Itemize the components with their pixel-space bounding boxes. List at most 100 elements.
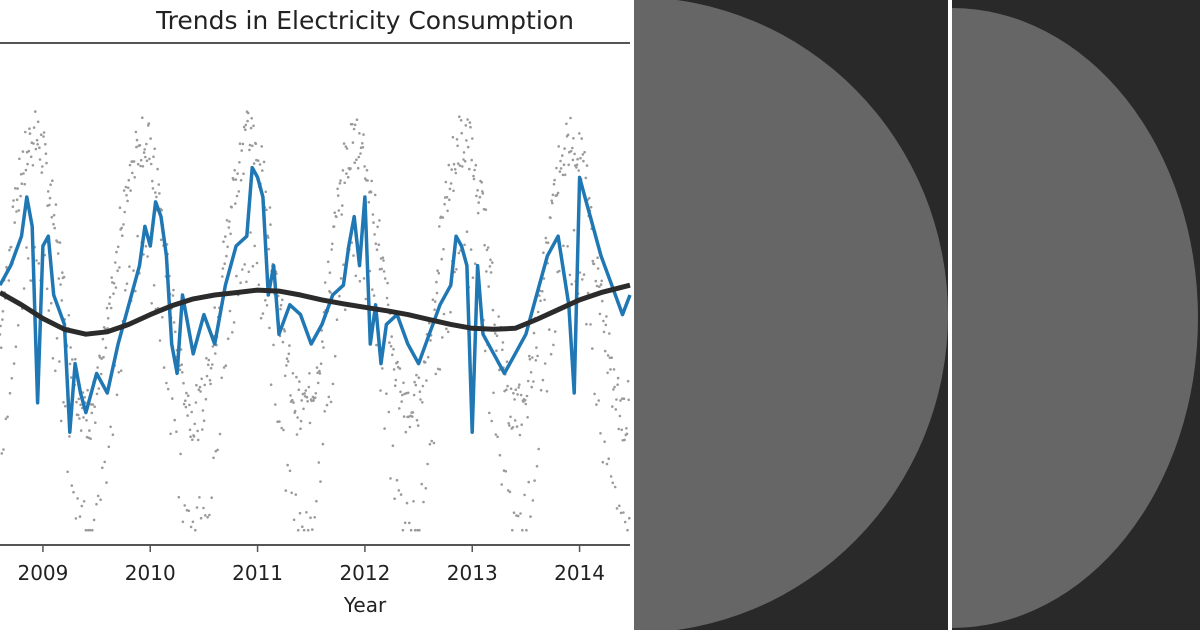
daily-point: [104, 346, 108, 350]
daily-point: [615, 507, 619, 510]
daily-point: [321, 442, 325, 446]
daily-point: [51, 357, 55, 360]
daily-point: [122, 223, 125, 226]
daily-point: [599, 283, 603, 286]
daily-point: [172, 288, 175, 292]
daily-point: [610, 356, 613, 360]
daily-point: [423, 360, 427, 364]
daily-point: [493, 323, 496, 327]
daily-point: [555, 193, 559, 197]
daily-point: [42, 135, 45, 138]
daily-point: [151, 179, 154, 183]
daily-point: [190, 410, 193, 414]
daily-point: [455, 268, 458, 271]
daily-point: [453, 168, 457, 171]
daily-point: [351, 141, 355, 144]
daily-point: [571, 158, 575, 162]
daily-point: [509, 387, 513, 391]
daily-point: [171, 397, 174, 400]
x-tick-label: 2013: [447, 561, 498, 585]
daily-point: [609, 475, 613, 478]
daily-point: [149, 162, 153, 166]
daily-point: [66, 470, 69, 474]
daily-point: [598, 285, 601, 289]
daily-point: [434, 372, 438, 376]
daily-point: [381, 256, 385, 260]
daily-point: [189, 435, 192, 439]
daily-point: [204, 397, 208, 401]
daily-point: [29, 155, 33, 159]
daily-point: [431, 298, 435, 302]
daily-point: [425, 379, 428, 382]
daily-point: [457, 251, 461, 255]
daily-point: [592, 262, 596, 266]
daily-point: [607, 457, 610, 461]
daily-point: [171, 294, 175, 297]
daily-point: [578, 271, 582, 274]
daily-point: [382, 259, 385, 262]
daily-point: [443, 202, 446, 206]
daily-point: [501, 341, 505, 344]
daily-point: [179, 452, 182, 456]
daily-point: [579, 156, 582, 160]
daily-point: [229, 232, 232, 236]
daily-point: [57, 277, 61, 280]
daily-point: [79, 403, 82, 407]
daily-point: [238, 142, 242, 145]
daily-point: [419, 398, 422, 401]
daily-point: [0, 452, 4, 455]
daily-point: [511, 426, 515, 429]
daily-point: [22, 287, 26, 290]
daily-point: [47, 309, 51, 312]
daily-point: [481, 190, 484, 193]
daily-point: [208, 378, 212, 382]
daily-point: [32, 126, 36, 129]
daily-point: [89, 437, 92, 441]
x-tick-label: 2014: [554, 561, 605, 585]
daily-point: [613, 485, 617, 489]
daily-point: [90, 411, 94, 415]
daily-point: [299, 419, 303, 423]
daily-point: [285, 364, 288, 367]
daily-point: [501, 348, 504, 352]
daily-point: [203, 383, 206, 387]
daily-point: [525, 394, 529, 398]
daily-point: [352, 254, 355, 257]
daily-point: [31, 164, 35, 167]
daily-point: [601, 460, 605, 464]
daily-point: [286, 463, 289, 467]
daily-point: [582, 273, 586, 276]
daily-point: [316, 371, 319, 375]
daily-point: [377, 243, 381, 246]
daily-point: [1, 310, 5, 313]
daily-point: [293, 409, 297, 413]
half-circle-shape-b: [952, 8, 1198, 628]
daily-point: [417, 376, 421, 380]
daily-point: [412, 500, 415, 503]
daily-point: [593, 392, 596, 396]
daily-point: [286, 360, 290, 363]
daily-point: [102, 355, 105, 359]
daily-point: [114, 261, 117, 264]
daily-point: [354, 274, 358, 278]
daily-point: [373, 193, 377, 197]
daily-point: [312, 399, 315, 402]
daily-point: [36, 120, 40, 124]
daily-point: [51, 179, 54, 182]
daily-point: [279, 307, 282, 311]
daily-point: [268, 326, 271, 330]
daily-point: [433, 308, 436, 312]
daily-point: [422, 500, 425, 504]
daily-point: [246, 111, 250, 115]
daily-point: [596, 256, 599, 260]
daily-point: [299, 427, 302, 431]
daily-point: [295, 433, 299, 436]
daily-point: [415, 418, 419, 422]
daily-point: [19, 194, 22, 198]
daily-point: [125, 282, 129, 286]
daily-point: [202, 419, 206, 423]
daily-point: [566, 245, 569, 248]
daily-point: [613, 385, 616, 389]
daily-point: [222, 366, 226, 369]
daily-point: [165, 381, 168, 385]
